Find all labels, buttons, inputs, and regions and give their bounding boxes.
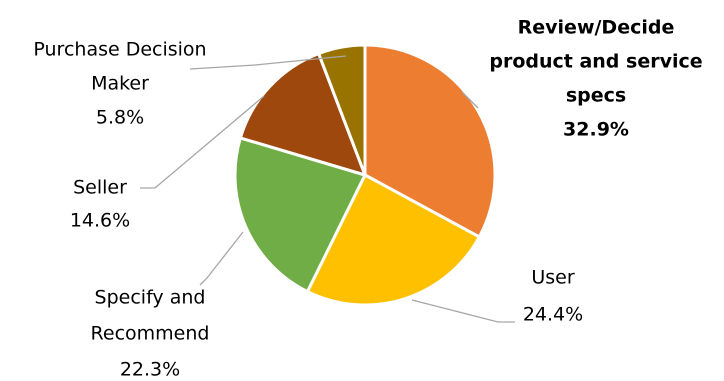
category-label-review: product and service <box>489 51 702 73</box>
leader-line-seller <box>140 95 265 189</box>
data-label-specify: 22.3% <box>120 359 180 381</box>
category-label-review: specs <box>566 85 626 107</box>
data-label-user: 24.4% <box>523 304 583 326</box>
leader-lines <box>140 55 515 323</box>
category-label-user: User <box>531 267 574 289</box>
data-label-review: 32.9% <box>563 119 629 141</box>
leader-line-specify <box>199 231 244 286</box>
pie-slice-seller <box>238 52 367 177</box>
category-label-purchase: Purchase Decision <box>33 39 206 61</box>
pie-slices <box>233 43 497 307</box>
leader-line-review <box>461 91 479 109</box>
data-label-seller: 14.6% <box>70 210 130 232</box>
category-label-seller: Seller <box>73 177 127 199</box>
data-label-purchase: 5.8% <box>96 107 144 129</box>
category-label-specify: Recommend <box>91 323 210 345</box>
category-label-specify: Specify and <box>95 287 206 309</box>
leader-line-purchase <box>189 55 347 70</box>
category-label-review: Review/Decide <box>518 17 675 39</box>
pie-slice-specify <box>233 136 367 294</box>
pie-slice-purchase <box>317 43 367 177</box>
leader-line-user <box>411 299 515 323</box>
slice-labels: Review/Decide product and service specs 32.… <box>33 17 702 381</box>
category-label-purchase: Maker <box>91 73 149 95</box>
